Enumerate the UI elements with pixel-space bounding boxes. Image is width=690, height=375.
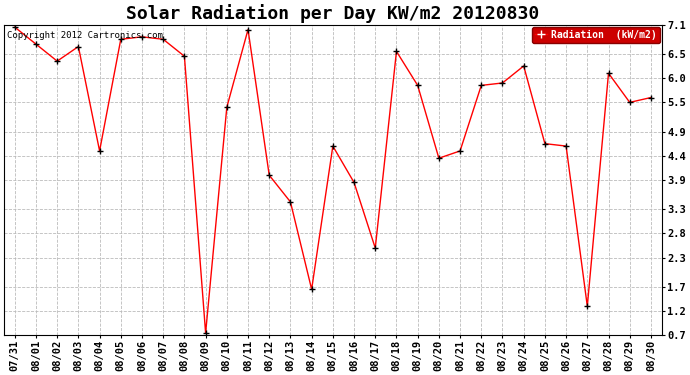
- Text: Copyright 2012 Cartronics.com: Copyright 2012 Cartronics.com: [8, 31, 164, 40]
- Legend: Radiation  (kW/m2): Radiation (kW/m2): [533, 27, 660, 42]
- Title: Solar Radiation per Day KW/m2 20120830: Solar Radiation per Day KW/m2 20120830: [126, 4, 540, 23]
